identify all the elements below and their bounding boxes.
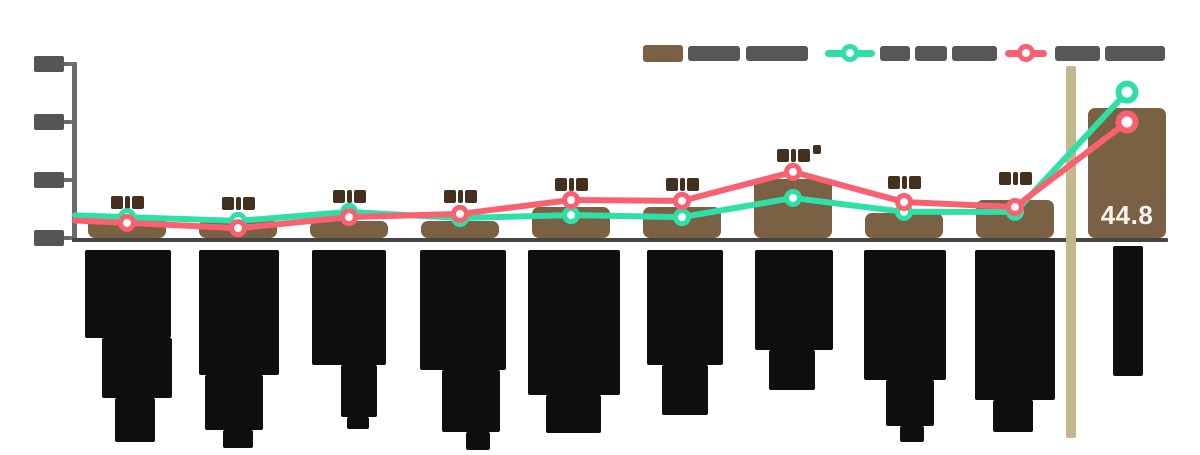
point-value-redacted-text [1012,172,1018,185]
x-category-label-redacted-text [85,250,171,338]
x-category-label-redacted-text [341,365,377,417]
y-axis-line [72,62,77,242]
y-axis-tick [60,178,72,182]
legend-bar-swatch-icon [643,45,683,62]
point-value-redacted-text [908,176,921,189]
point-value-redacted-text [998,172,1011,185]
point-value-superscript-redacted [812,145,821,154]
x-category-label-redacted-text [115,398,155,442]
legend-label-redacted-text [952,46,997,61]
red-series-marker [1115,110,1139,134]
point-value-redacted-text [235,197,241,210]
x-category-label-redacted-text [347,417,369,429]
point-value-redacted-text [464,190,477,203]
red-series-marker [895,193,913,212]
red-series-marker [784,162,802,181]
x-category-label-redacted-text [546,395,601,433]
final-bar-value-label: 44.8 [1100,200,1154,230]
bar [754,179,832,238]
red-series-marker [673,191,691,210]
point-value-redacted-text [797,149,810,162]
point-value-redacted-text [124,196,130,209]
point-value-redacted-text [790,149,796,162]
y-axis-tick [60,236,72,240]
x-category-label-redacted-text [864,250,946,380]
legend-label-redacted-text [915,46,947,61]
point-value-redacted-text [575,178,588,191]
x-category-label-redacted-text [528,250,620,395]
y-tick-label-redacted-text [34,114,64,130]
red-series-marker [340,208,358,227]
legend-marker-dot [846,49,854,57]
red-series-marker [1006,197,1024,216]
x-category-label-redacted-text [886,380,934,426]
red-series-marker [229,219,247,238]
point-value-redacted-text [776,149,789,162]
point-value-redacted-text [901,176,907,189]
point-value-redacted-text [686,178,699,191]
point-value-redacted-text [887,176,900,189]
point-value-redacted-text [346,190,352,203]
y-axis-tick [60,120,72,124]
legend-marker-dot [1022,49,1030,57]
point-value-redacted-text [131,196,144,209]
y-tick-label-redacted-text [34,56,64,72]
point-value-redacted-text [110,196,123,209]
point-value-redacted-text [221,197,234,210]
x-category-label-redacted-text [102,338,172,398]
green-series-marker [673,208,691,227]
point-value-redacted-text [554,178,567,191]
legend-marker-icon [1017,44,1035,62]
x-category-label-redacted-text [199,250,279,375]
point-value-redacted-text [457,190,463,203]
x-category-label-redacted-text [993,400,1033,432]
bar [421,220,499,238]
legend-label-redacted-text [746,46,808,61]
x-category-label-redacted-text [205,375,263,430]
bar [310,220,388,238]
point-value-redacted-text [568,178,574,191]
x-category-label-redacted-text [647,250,723,365]
y-tick-label-redacted-text [34,172,64,188]
x-category-label-redacted-text [769,350,815,390]
x-category-label-redacted-text [755,250,833,350]
point-value-redacted-text [679,178,685,191]
red-series-marker [562,191,580,210]
green-series-marker [1115,80,1139,104]
x-category-label-redacted-text [900,426,924,442]
legend-label-redacted-text [1055,46,1100,61]
legend-marker-icon [841,44,859,62]
point-value-redacted-text [443,190,456,203]
point-value-redacted-text [1019,172,1032,185]
x-category-label-redacted-text [466,432,490,450]
legend-label-redacted-text [688,46,740,61]
x-category-label-redacted-text [442,370,500,432]
point-value-redacted-text [353,190,366,203]
point-value-redacted-text [332,190,345,203]
x-category-label-redacted-text [662,365,708,415]
legend-label-redacted-text [1105,46,1165,61]
red-series-marker [451,204,469,223]
green-series-marker [784,188,802,207]
legend-label-redacted-text [880,46,910,61]
y-tick-label-redacted-text [34,230,64,246]
x-category-label-redacted-text [975,250,1055,400]
separator-line [1066,66,1076,438]
point-value-redacted-text [665,178,678,191]
x-category-label-redacted-text [420,250,506,370]
x-category-label-redacted-text [312,250,386,365]
green-series-marker [562,206,580,225]
red-series-marker [118,213,136,232]
x-category-label-redacted-text [1113,246,1143,376]
x-category-label-redacted-text [223,430,253,448]
y-axis-tick [60,62,72,66]
x-axis-line [72,238,1168,242]
point-value-redacted-text [242,197,255,210]
